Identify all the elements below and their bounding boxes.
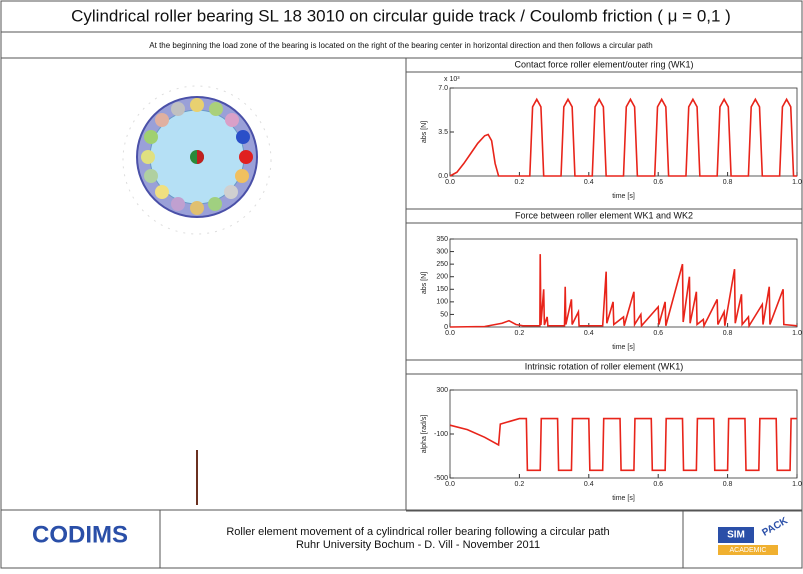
y-tick-label: 200 <box>436 274 448 281</box>
y-tick-label: 0 <box>444 324 448 331</box>
x-tick-label: 0.0 <box>445 179 455 186</box>
y-axis-label: alpha [rad/s] <box>421 415 428 454</box>
logo-box <box>718 545 778 555</box>
data-line <box>449 417 797 472</box>
title: Cylindrical roller bearing SL 18 3010 on… <box>71 6 731 25</box>
y-tick-label: 300 <box>436 387 448 394</box>
y-multiplier: x 10³ <box>444 76 460 83</box>
data-line <box>449 254 798 329</box>
x-tick-label: 0.4 <box>584 481 594 488</box>
chart-title: Contact force roller element/outer ring … <box>514 59 693 69</box>
y-tick-label: 250 <box>436 261 448 268</box>
x-tick-label: 0.6 <box>653 330 663 337</box>
x-tick-label: 0.2 <box>515 330 525 337</box>
x-tick-label: 0.6 <box>653 481 663 488</box>
y-axis-label: abs [N] <box>421 272 428 294</box>
x-tick-label: 0.2 <box>515 481 525 488</box>
caption: Roller element movement of a cylindrical… <box>226 526 609 538</box>
x-tick-label: 0.4 <box>584 330 594 337</box>
x-axis-label: time [s] <box>612 344 635 351</box>
y-tick-label: 300 <box>436 248 448 255</box>
chart-title: Intrinsic rotation of roller element (WK… <box>525 361 684 371</box>
x-tick-label: 1.0 <box>792 179 802 186</box>
y-tick-label: -100 <box>434 431 448 438</box>
orbit <box>122 85 272 235</box>
bearing <box>122 85 272 505</box>
x-tick-label: 0.2 <box>515 179 525 186</box>
x-tick-label: 1.0 <box>792 330 802 337</box>
y-tick-label: 50 <box>440 311 448 318</box>
logo-right: ACADEMIC <box>730 547 767 554</box>
logo-box <box>718 527 754 543</box>
x-tick-label: 0.4 <box>584 179 594 186</box>
y-tick-label: 150 <box>436 286 448 293</box>
chart-title: Force between roller element WK1 and WK2 <box>515 210 693 220</box>
plot-area <box>449 238 798 328</box>
y-tick-label: 0.0 <box>438 173 448 180</box>
y-axis-label: abs [N] <box>421 121 428 143</box>
y-tick-label: 100 <box>436 299 448 306</box>
x-tick-label: 1.0 <box>792 481 802 488</box>
logo-right: SIM <box>727 530 745 541</box>
center <box>197 150 204 164</box>
x-tick-label: 0.8 <box>723 179 733 186</box>
subtitle: At the beginning the load zone of the be… <box>149 41 652 50</box>
x-tick-label: 0.8 <box>723 330 733 337</box>
caption: Ruhr University Bochum - D. Vill - Novem… <box>296 539 540 551</box>
logo-left: CODIMS <box>32 521 128 548</box>
y-tick-label: 350 <box>436 236 448 243</box>
data-line <box>449 97 797 177</box>
y-tick-label: -500 <box>434 475 448 482</box>
rollers <box>141 98 253 215</box>
y-tick-label: 7.0 <box>438 85 448 92</box>
x-axis-label: time [s] <box>612 495 635 502</box>
x-axis-label: time [s] <box>612 193 635 200</box>
x-tick-label: 0.6 <box>653 179 663 186</box>
y-tick-label: 3.5 <box>438 129 448 136</box>
x-tick-label: 0.0 <box>445 481 455 488</box>
x-tick-label: 0.8 <box>723 481 733 488</box>
x-tick-label: 0.0 <box>445 330 455 337</box>
